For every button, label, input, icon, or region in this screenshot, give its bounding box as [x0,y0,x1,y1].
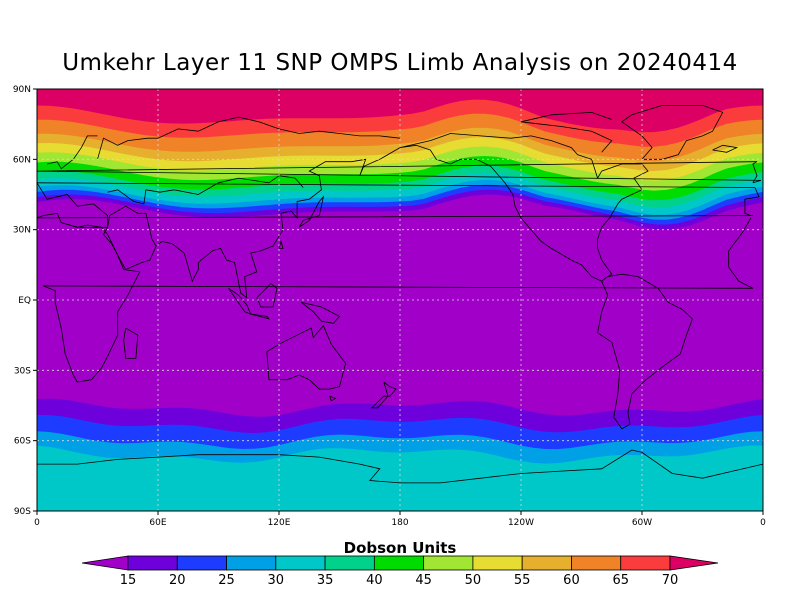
y-tick-label: 30S [14,366,31,376]
x-tick-label: 120W [508,518,534,528]
colorbar-swatch [127,555,178,571]
colorbar-swatch [176,555,227,571]
colorbar-level-label: 25 [218,573,235,588]
coastline-segment [329,395,337,402]
x-tick-label: 0 [760,518,766,528]
coastline-segment [370,381,397,409]
colorbar-swatch [226,555,277,571]
colorbar-low-arrow [81,555,129,571]
coastline-segment [597,273,693,430]
colorbar-title: Dobson Units [344,539,457,557]
colorbar-level-label: 50 [465,573,482,588]
coastlines [37,105,763,484]
colorbar-level-label: 30 [268,573,285,588]
x-tick-label: 120E [268,518,291,528]
colorbar-swatch [275,555,326,571]
colorbar-level-label: 45 [415,573,432,588]
coastline-segment [37,182,753,228]
colorbar-swatch [620,555,671,571]
coastline-segment [37,449,763,484]
coastline-segment [278,239,284,249]
longitude-ticks: 0 60E 120E 180 120W 60W 0 [34,511,766,528]
map-title: Umkehr Layer 11 SNP OMPS Limb Analysis o… [62,50,738,76]
coastline-segment [298,195,325,228]
coastline-segment [250,313,271,320]
latitude-ticks: 90N 60N 30N EQ 30S 60S 90S [13,85,37,517]
coastline-segment [103,205,157,271]
colorbar-swatch [571,555,622,571]
coastline-segment [155,147,401,299]
coastline-segment [37,182,760,216]
colorbar-level-label: 70 [662,573,679,588]
colorbar-swatch [373,555,425,571]
y-tick-label: 60N [13,155,31,165]
y-tick-label: EQ [18,296,31,306]
colorbar-swatch [472,555,523,571]
coastline-segment [228,287,252,315]
x-tick-label: 60W [632,518,652,528]
colorbar-level-label: 15 [120,573,137,588]
colorbar: 15 20 25 30 35 40 45 50 55 60 65 70 [81,555,719,588]
y-tick-label: 90S [14,507,31,517]
colorbar-level-label: 35 [317,573,334,588]
coastline-segment [712,144,739,153]
x-tick-label: 60E [149,518,166,528]
x-tick-label: 180 [391,518,408,528]
coastline-segment [520,111,613,153]
colorbar-swatch [521,555,572,571]
colorbar-level-label: 60 [563,573,580,588]
colorbar-level-label: 55 [514,573,531,588]
coastline-segment [123,327,139,359]
coastline-segment [37,161,762,184]
band-south-30 [37,445,763,511]
colorbar-level-label: 65 [612,573,629,588]
colorbar-level-label: 40 [366,573,383,588]
coastline-segment [97,116,401,160]
lat-lon-grid [37,89,763,511]
colorbar-high-arrow [669,555,719,571]
y-tick-label: 30N [13,226,31,236]
coastline-segment [266,325,347,390]
y-tick-label: 60S [14,437,31,447]
coastline-segment [621,105,724,160]
x-tick-label: 0 [34,518,40,528]
colorbar-level-label: 20 [169,573,186,588]
colorbar-swatch [324,555,375,571]
coastline-segment [300,301,341,324]
coastline-segment [256,283,278,308]
y-tick-label: 90N [13,85,31,95]
colorbar-swatch [423,555,474,571]
coastline-segment [107,175,304,205]
coastline-segment [399,133,649,282]
